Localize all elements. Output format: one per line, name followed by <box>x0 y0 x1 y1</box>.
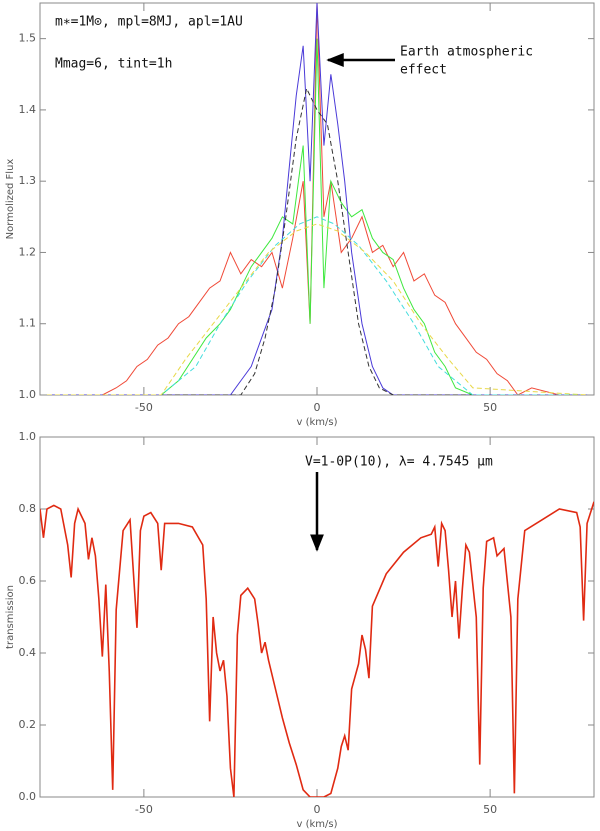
x-tick-label: 50 <box>483 803 497 816</box>
y-tick-label: 1.3 <box>19 174 37 187</box>
plot-area <box>46 3 588 395</box>
y-tick-label: 0.8 <box>19 502 37 515</box>
x-tick-label: 50 <box>483 401 497 414</box>
series-line <box>46 223 588 395</box>
y-tick-label: 1.5 <box>19 32 37 45</box>
annotation: Mmag=6, tint=1h <box>55 57 172 72</box>
x-tick-label: 0 <box>314 803 321 816</box>
y-tick-label: 1.2 <box>19 245 37 258</box>
y-tick-label: 1.0 <box>19 430 37 443</box>
series-line <box>46 3 588 395</box>
y-axis-label: transmission <box>5 585 16 649</box>
annotation: m∗=1M⊙, mpl=8MJ, apl=1AU <box>55 15 243 30</box>
y-tick-label: 1.4 <box>19 103 37 116</box>
series-line <box>46 216 588 395</box>
y-tick-label: 1.1 <box>19 317 37 330</box>
series-line <box>46 86 588 395</box>
y-tick-label: 0.2 <box>19 718 37 731</box>
x-tick-label: -50 <box>135 401 153 414</box>
series-line <box>40 501 594 797</box>
x-tick-label: -50 <box>135 803 153 816</box>
x-tick-label: 0 <box>314 401 321 414</box>
series-line <box>46 38 588 395</box>
annotation: Earth atmospheric <box>400 45 533 60</box>
y-tick-label: 0.6 <box>19 574 37 587</box>
annotation: V=1-0P(10), λ= 4.7545 μm <box>305 455 493 470</box>
y-axis-label: Normolized Flux <box>5 159 16 240</box>
plot-area <box>40 501 594 797</box>
y-tick-label: 0.0 <box>19 790 37 803</box>
x-axis-label: v (km/s) <box>296 819 337 830</box>
y-tick-label: 1.0 <box>19 388 37 401</box>
series-line <box>46 3 588 395</box>
annotation: effect <box>400 63 447 78</box>
x-axis-label: v (km/s) <box>296 417 337 428</box>
y-tick-label: 0.4 <box>19 646 37 659</box>
